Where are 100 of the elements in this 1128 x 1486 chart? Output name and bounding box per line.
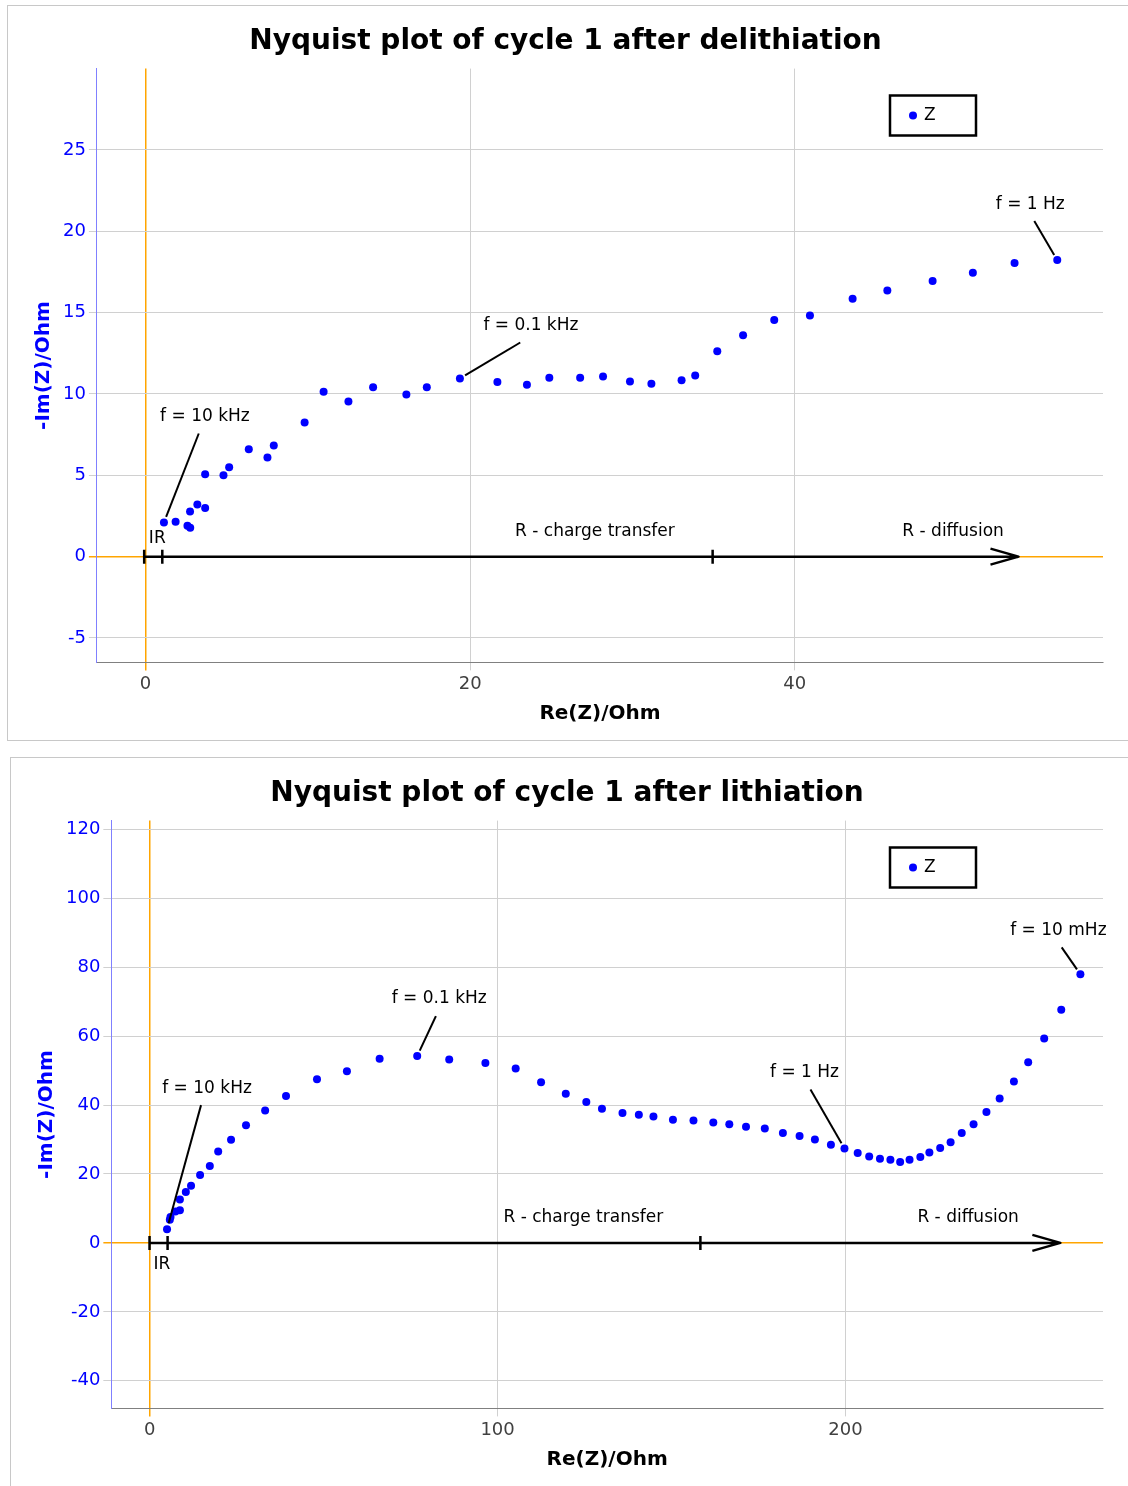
point	[689, 1116, 698, 1125]
y-tick-label: 100	[66, 885, 101, 907]
point	[375, 1054, 384, 1063]
point	[159, 518, 168, 527]
point	[957, 1128, 966, 1137]
point	[770, 316, 779, 325]
point	[896, 1157, 905, 1166]
legend-label: Z	[924, 104, 936, 125]
y-axis-title: -Im(Z)/Ohm	[30, 301, 55, 430]
point	[193, 500, 202, 509]
point	[875, 1154, 884, 1163]
x-tick-label: 0	[143, 1417, 156, 1439]
point	[186, 507, 195, 516]
point	[853, 1148, 862, 1157]
x-tick-label: 40	[783, 671, 807, 693]
point	[709, 1118, 718, 1127]
annotation: f = 10 kHz	[160, 404, 250, 425]
point	[936, 1144, 945, 1153]
point	[522, 380, 531, 389]
point	[300, 418, 309, 427]
point	[916, 1153, 925, 1162]
y-tick-label: 10	[63, 381, 86, 403]
point	[805, 311, 814, 320]
point	[244, 445, 253, 454]
annotation: R - charge transfer	[515, 520, 675, 541]
y-tick-label: -5	[67, 625, 86, 647]
point	[402, 390, 411, 399]
point	[319, 387, 328, 396]
y-tick-label: 40	[77, 1092, 101, 1114]
point	[582, 1097, 591, 1106]
point	[946, 1138, 955, 1147]
point	[261, 1106, 270, 1115]
annotation: IR	[148, 527, 166, 548]
annotation: f = 0.1 kHz	[391, 987, 487, 1008]
point	[201, 470, 210, 479]
point	[742, 1122, 751, 1131]
point	[263, 453, 272, 462]
point	[905, 1155, 914, 1164]
point	[312, 1075, 321, 1084]
point	[618, 1108, 627, 1117]
point	[691, 371, 700, 380]
y-tick-label: 5	[74, 462, 86, 484]
point	[1009, 1077, 1018, 1086]
point	[455, 374, 464, 383]
point	[205, 1162, 214, 1171]
point	[848, 294, 857, 303]
point	[668, 1115, 677, 1124]
point	[928, 277, 937, 286]
point	[1040, 1034, 1049, 1043]
point	[1057, 1005, 1066, 1014]
point	[171, 517, 180, 526]
point	[1076, 970, 1085, 979]
legend-label: Z	[924, 856, 936, 877]
x-axis-title: Re(Z)/Ohm	[539, 700, 661, 725]
y-tick-label: 20	[63, 218, 86, 240]
point	[1024, 1058, 1033, 1067]
point	[269, 441, 278, 450]
y-tick-label: 0	[74, 544, 86, 566]
point	[995, 1094, 1004, 1103]
point	[342, 1067, 351, 1076]
point	[713, 347, 722, 356]
point	[219, 471, 228, 480]
annotation: f = 1 Hz	[769, 1060, 840, 1081]
point	[225, 463, 234, 472]
point	[725, 1120, 734, 1129]
annotation: f = 10 mHz	[1010, 918, 1107, 939]
point	[982, 1107, 991, 1116]
y-tick-label: 0	[88, 1230, 101, 1252]
point	[778, 1128, 787, 1137]
point	[677, 376, 686, 385]
point	[599, 372, 608, 381]
point	[511, 1064, 520, 1073]
point	[545, 373, 554, 382]
chart-title: Nyquist plot of cycle 1 after lithiation	[270, 775, 864, 809]
point	[187, 1181, 196, 1190]
point	[369, 383, 378, 392]
point	[883, 286, 892, 295]
point	[810, 1135, 819, 1144]
point	[969, 1120, 978, 1129]
point	[561, 1089, 570, 1098]
y-tick-label: 60	[77, 1023, 101, 1045]
y-axis-title: -Im(Z)/Ohm	[33, 1050, 58, 1179]
annotation: R - diffusion	[917, 1206, 1019, 1227]
y-tick-label: 25	[63, 137, 86, 159]
x-axis-title: Re(Z)/Ohm	[546, 1446, 668, 1471]
point	[597, 1104, 606, 1113]
point	[493, 378, 502, 387]
point	[163, 1225, 172, 1234]
x-tick-label: 200	[828, 1417, 863, 1439]
y-tick-label: -20	[70, 1299, 101, 1321]
point	[214, 1147, 223, 1156]
point	[968, 268, 977, 277]
annotation: R - charge transfer	[503, 1206, 664, 1227]
point	[865, 1152, 874, 1161]
annotation: IR	[153, 1253, 171, 1274]
point	[242, 1121, 251, 1130]
annotation: R - diffusion	[902, 520, 1004, 541]
annotation: f = 0.1 kHz	[483, 313, 579, 334]
y-tick-label: 15	[63, 300, 86, 322]
point	[576, 373, 585, 382]
